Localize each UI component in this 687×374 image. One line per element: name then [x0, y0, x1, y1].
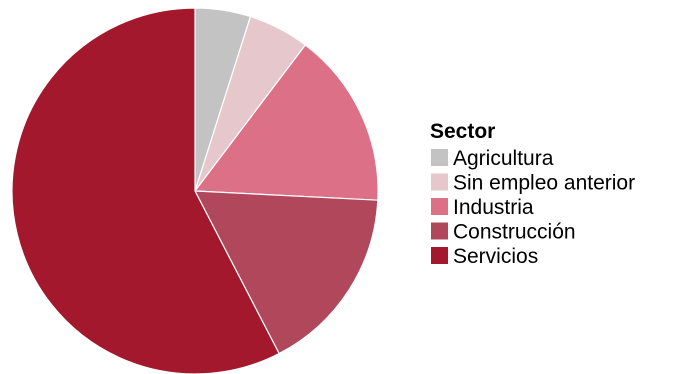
legend-label: Servicios: [453, 245, 538, 268]
legend-label: Construcción: [453, 221, 576, 244]
legend-item-sin-empleo-anterior: Sin empleo anterior: [431, 172, 635, 195]
legend-item-construccion: Construcción: [431, 221, 576, 244]
legend-swatch: [431, 198, 448, 215]
pie-slices: [11, 7, 379, 374]
legend-item-agricultura: Agricultura: [431, 147, 554, 170]
legend-title: Sector: [430, 120, 495, 143]
legend-label: Agricultura: [453, 147, 554, 170]
pie-slice-construccion: [194, 190, 379, 355]
legend-swatch: [431, 149, 448, 166]
pie-slice-industria: [194, 44, 379, 201]
legend-item-servicios: Servicios: [431, 245, 538, 268]
legend-swatch: [431, 247, 448, 264]
legend-label: Sin empleo anterior: [453, 172, 635, 195]
legend-swatch: [431, 173, 448, 191]
legend-swatch: [431, 222, 448, 240]
legend-item-industria: Industria: [431, 196, 534, 219]
legend-label: Industria: [453, 196, 534, 219]
